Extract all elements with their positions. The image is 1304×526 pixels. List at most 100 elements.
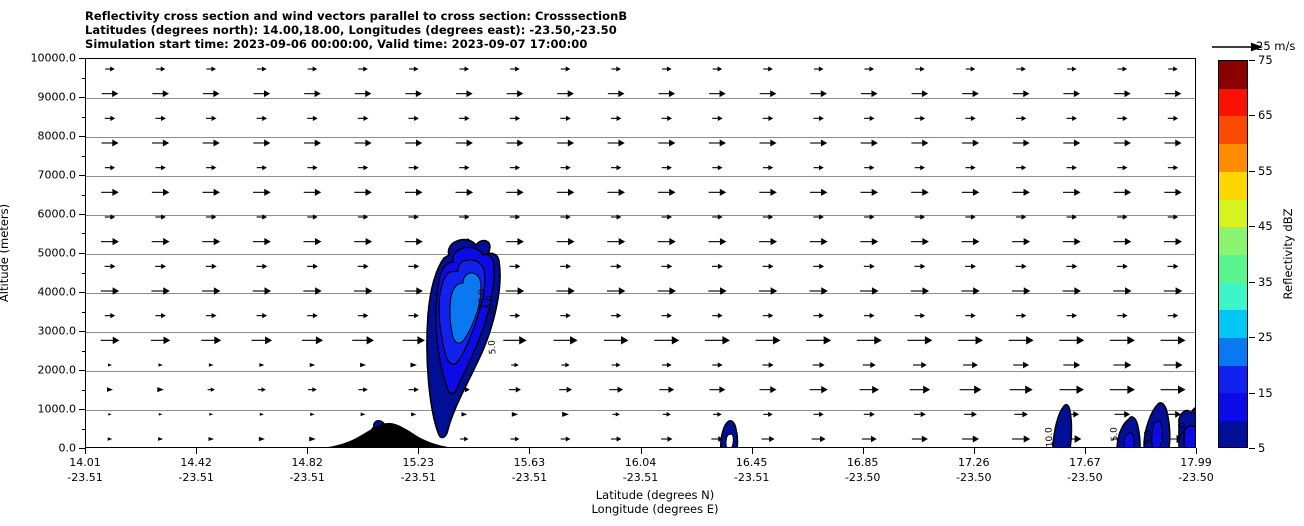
wind-vector xyxy=(607,90,625,98)
wind-vector xyxy=(661,362,672,368)
x-axis-tick-label-0: 14.01 -23.51 xyxy=(67,456,102,485)
x-tick-latitude: 17.99 xyxy=(1180,456,1212,469)
wind-vector xyxy=(561,362,570,368)
colorbar-tick-label-65: 65 xyxy=(1258,108,1273,123)
contour-label-5: 5.0 xyxy=(1177,421,1188,436)
wind-vector xyxy=(813,263,825,270)
wind-vector xyxy=(404,287,423,295)
x-axis-tick-label-3: 15.23 -23.51 xyxy=(401,456,436,485)
wind-vector xyxy=(812,362,825,368)
wind-vector xyxy=(256,165,267,171)
wind-vector xyxy=(861,435,877,443)
wind-vector xyxy=(1163,361,1183,369)
wind-vector xyxy=(862,362,876,368)
cell-east-c: 5.0 xyxy=(1143,402,1171,447)
y-axis-tick-label-10000: 10000.0 xyxy=(30,51,77,65)
x-axis-tick-label-2: 14.82 -23.51 xyxy=(289,456,324,485)
wind-vector xyxy=(411,412,417,417)
colorbar-band-9 xyxy=(1219,310,1247,339)
title-line-2: Latitudes (degrees north): 14.00,18.00, … xyxy=(85,23,617,38)
x-tick-latitude: 17.26 xyxy=(958,456,990,469)
x-axis-tick-label-9: 17.67 -23.50 xyxy=(1067,456,1102,485)
wind-vector xyxy=(151,238,170,246)
colorbar-band-6 xyxy=(1219,227,1247,255)
x-tick-longitude: -23.50 xyxy=(956,470,992,484)
x-tick-longitude: -23.51 xyxy=(289,470,325,484)
wind-vector xyxy=(860,139,878,147)
colorbar-tick-label-25: 25 xyxy=(1258,330,1273,345)
wind-vector xyxy=(962,90,979,98)
main-convective-cell: 15.0 10.0 5.0 xyxy=(426,238,501,439)
wind-vector xyxy=(712,362,723,368)
x-tick-longitude: -23.51 xyxy=(622,470,659,484)
x-tick-latitude: 15.23 xyxy=(402,456,435,469)
wind-vector xyxy=(209,412,214,416)
wind-vector xyxy=(712,165,723,171)
wind-vector xyxy=(151,287,170,295)
wind-vector xyxy=(205,214,217,220)
colorbar-band-11 xyxy=(1219,365,1247,394)
wind-vector xyxy=(157,387,164,393)
wind-vector xyxy=(556,238,575,246)
wind-vector xyxy=(759,386,777,394)
wind-vector xyxy=(809,287,828,295)
wind-vector xyxy=(101,238,119,246)
wind-vector xyxy=(661,165,672,171)
x-axis-tick xyxy=(752,448,753,454)
wind-vector xyxy=(100,287,120,295)
wind-vector xyxy=(712,115,723,121)
contour-label-5: 5.0 xyxy=(1143,429,1154,444)
wind-vector xyxy=(658,139,676,147)
wind-vector xyxy=(654,336,680,345)
x-axis-tick xyxy=(85,448,86,454)
wind-vector xyxy=(1062,287,1081,295)
wind-vector xyxy=(354,238,373,246)
wind-vector xyxy=(611,165,622,171)
wind-vector xyxy=(1117,66,1128,72)
wind-vector xyxy=(560,115,571,121)
wind-vector xyxy=(560,214,571,220)
wind-vector xyxy=(1012,435,1031,443)
wind-vector xyxy=(911,188,929,196)
wind-vector xyxy=(206,66,217,72)
wind-vector xyxy=(762,165,774,171)
wind-vector xyxy=(405,139,423,147)
wind-vector xyxy=(357,263,369,270)
x-axis-tick xyxy=(196,448,197,454)
y-axis-tick xyxy=(79,214,85,215)
colorbar xyxy=(1218,60,1248,448)
wind-vector xyxy=(611,362,621,368)
wind-vector xyxy=(106,387,114,392)
wind-vector xyxy=(657,238,676,246)
wind-vector xyxy=(915,66,925,72)
wind-vector xyxy=(759,90,777,98)
wind-vector xyxy=(251,336,273,345)
wind-vector xyxy=(658,90,676,98)
wind-vector xyxy=(202,90,220,98)
y-axis-tick-label-9000: 9000.0 xyxy=(37,90,77,104)
wind-vector xyxy=(813,115,824,121)
wind-vector xyxy=(1113,287,1132,295)
gridline xyxy=(86,254,1195,255)
wind-vector xyxy=(155,214,166,220)
x-axis-label-latitude: Latitude (degrees N) xyxy=(595,488,715,502)
wind-vector xyxy=(408,387,419,393)
wind-vector xyxy=(560,66,571,72)
wind-vector xyxy=(459,66,470,72)
wind-vector xyxy=(758,287,778,295)
wind-vector xyxy=(1009,385,1033,394)
wind-vector xyxy=(1063,188,1081,196)
colorbar-band-10 xyxy=(1219,338,1247,366)
wind-vector xyxy=(104,263,116,270)
wind-vector xyxy=(459,115,470,121)
y-axis-tick-label-8000: 8000.0 xyxy=(37,129,77,143)
wind-vector xyxy=(202,287,221,295)
wind-vector xyxy=(506,188,524,196)
wind-vector xyxy=(603,336,629,345)
wind-vector xyxy=(1117,115,1128,121)
wind-vector xyxy=(1167,214,1179,220)
wind-vector xyxy=(360,362,367,368)
x-tick-latitude: 14.42 xyxy=(180,456,212,469)
wind-vector xyxy=(1014,411,1028,418)
wind-vector xyxy=(965,165,976,171)
